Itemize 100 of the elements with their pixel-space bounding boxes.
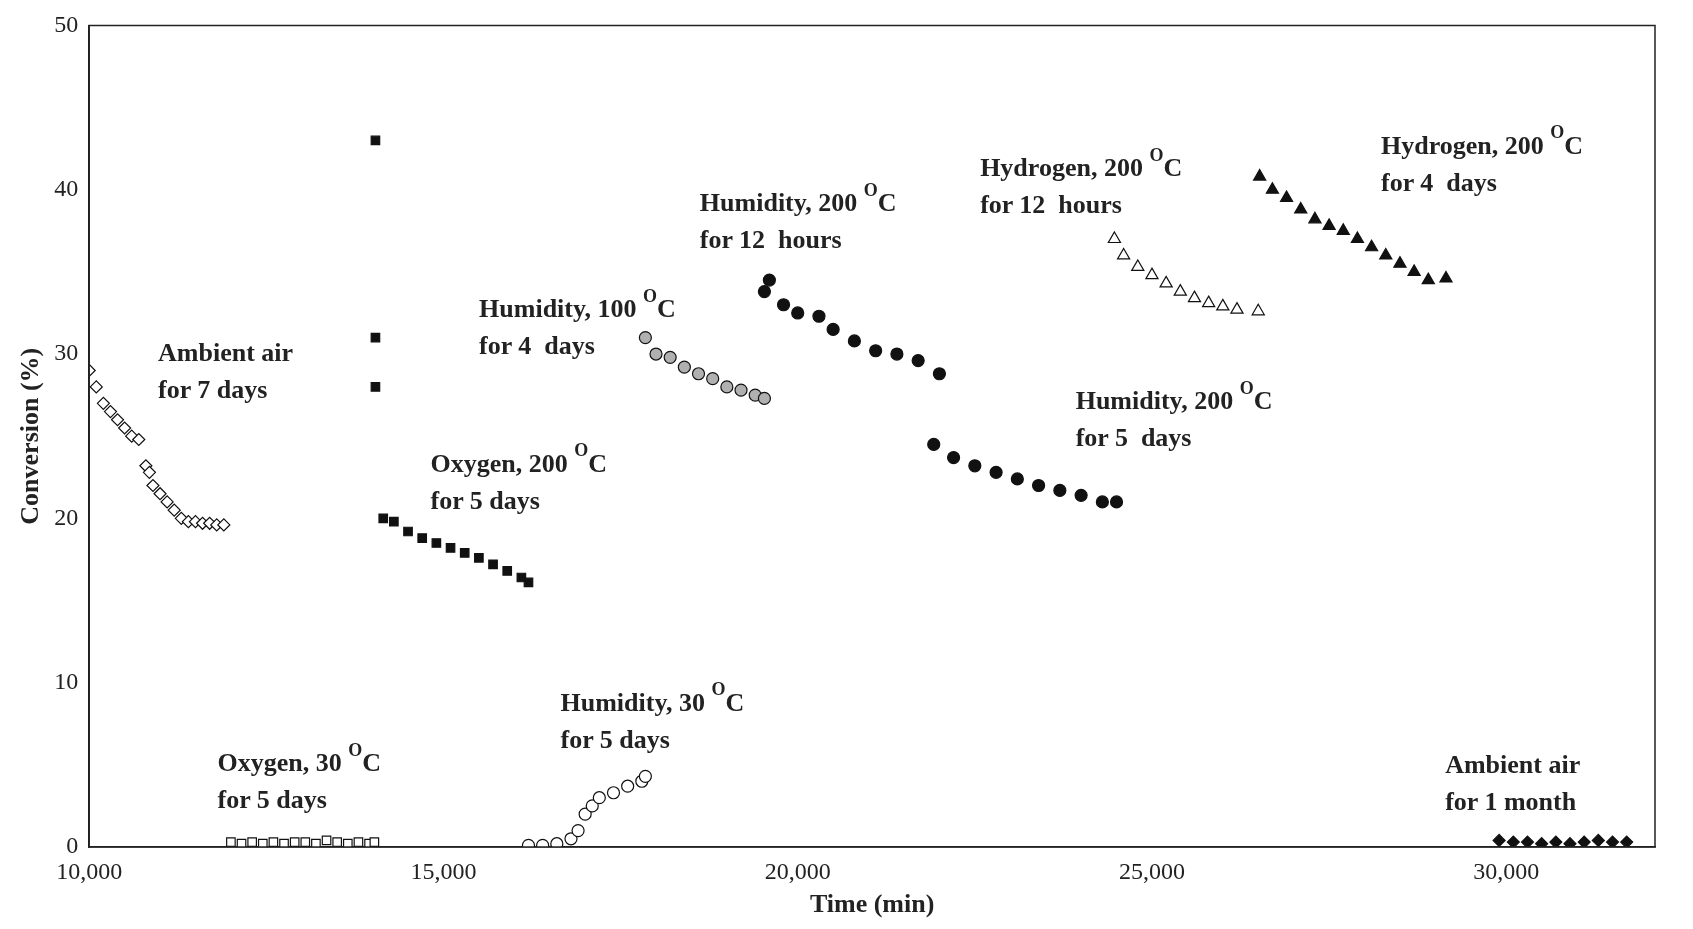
point	[1251, 303, 1265, 316]
point	[1116, 247, 1131, 260]
point	[734, 383, 748, 397]
point	[332, 837, 343, 847]
point	[1294, 201, 1308, 214]
point	[1535, 837, 1549, 847]
point	[1053, 483, 1067, 498]
point	[1520, 835, 1535, 847]
point	[592, 791, 606, 805]
y-tick-label: 20	[54, 503, 79, 530]
y-tick-label: 40	[54, 175, 79, 202]
point	[247, 837, 257, 847]
point	[474, 552, 484, 563]
point	[927, 437, 941, 452]
point	[89, 380, 103, 394]
point	[279, 838, 289, 847]
point	[606, 786, 621, 800]
point	[890, 347, 904, 361]
point	[389, 516, 399, 527]
point	[167, 503, 181, 517]
point	[663, 350, 677, 364]
point	[911, 354, 925, 368]
point	[1439, 270, 1453, 283]
point	[1201, 295, 1216, 308]
y-tick-label: 10	[54, 667, 79, 694]
point	[1492, 833, 1506, 847]
point	[103, 404, 118, 419]
point	[946, 450, 961, 465]
point	[1393, 256, 1407, 268]
point	[1252, 168, 1267, 181]
point	[1145, 267, 1159, 280]
point	[706, 372, 720, 386]
point	[869, 344, 883, 358]
y-tick-label: 30	[54, 339, 79, 366]
point	[431, 538, 442, 548]
point	[403, 526, 413, 537]
point	[564, 832, 578, 846]
point	[1549, 835, 1563, 847]
point	[757, 285, 772, 299]
point	[1109, 495, 1124, 509]
point	[968, 459, 982, 473]
point	[762, 273, 776, 287]
x-tick-label: 25,000	[1118, 857, 1185, 884]
y-tick-label: 0	[66, 832, 79, 859]
point	[370, 382, 381, 392]
point	[1421, 272, 1435, 285]
x-axis-title: Time (min)	[809, 889, 935, 919]
annotation: Ambient air for 1 month	[1445, 750, 1581, 817]
point	[932, 367, 947, 381]
point	[691, 367, 706, 381]
point	[142, 465, 157, 479]
point	[791, 306, 805, 320]
point	[110, 413, 125, 427]
point	[1605, 835, 1620, 847]
x-tick-label: 10,000	[56, 857, 123, 884]
point	[649, 347, 663, 361]
point	[1173, 284, 1187, 296]
point	[1074, 488, 1088, 502]
point	[1032, 478, 1046, 493]
x-tick-label: 20,000	[764, 857, 831, 884]
point	[257, 838, 268, 847]
point	[289, 837, 300, 847]
point	[217, 518, 231, 532]
point	[1159, 275, 1173, 288]
point	[1107, 231, 1122, 244]
point	[146, 478, 160, 493]
point	[459, 548, 470, 558]
y-tick-label: 50	[54, 10, 79, 37]
point	[1407, 264, 1421, 276]
point	[311, 838, 321, 847]
point	[638, 331, 652, 345]
y-axis-title: Conversion (%)	[15, 347, 45, 525]
point	[488, 559, 498, 570]
x-tick-label: 30,000	[1473, 857, 1540, 884]
point	[160, 495, 174, 509]
point	[826, 322, 840, 336]
point	[1010, 472, 1024, 486]
point	[1336, 223, 1350, 235]
point	[1308, 211, 1322, 224]
point	[621, 779, 635, 793]
point	[757, 391, 772, 406]
point	[1230, 302, 1244, 314]
point	[989, 465, 1003, 479]
point	[1620, 835, 1634, 847]
point	[1506, 835, 1520, 847]
point	[812, 309, 826, 323]
point	[1379, 247, 1393, 260]
point	[1265, 182, 1280, 194]
point	[1187, 290, 1202, 303]
point	[776, 298, 791, 312]
point	[847, 334, 861, 348]
point	[96, 396, 110, 410]
point	[1131, 259, 1145, 272]
point	[1563, 837, 1577, 847]
point	[378, 513, 389, 524]
point	[226, 837, 236, 847]
point	[677, 360, 691, 374]
point	[118, 421, 132, 435]
point	[417, 533, 428, 543]
point	[1216, 298, 1230, 311]
